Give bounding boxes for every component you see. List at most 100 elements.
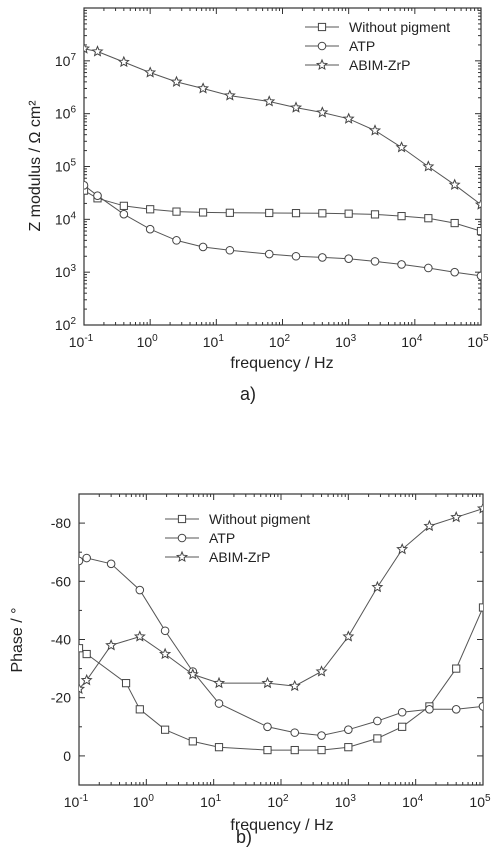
data-point: [423, 519, 436, 532]
data-point: [198, 208, 208, 217]
data-point: [117, 55, 130, 68]
data-point: [370, 257, 380, 266]
data-point: [422, 160, 435, 172]
x-tick-label: 102: [269, 333, 291, 350]
legend-item: ATP: [305, 38, 375, 54]
series-line: [79, 557, 483, 737]
data-point: [342, 112, 355, 124]
data-point: [288, 679, 301, 692]
data-point: [133, 630, 146, 642]
x-tick-labels: 10-1 100 101 102 103 104 105: [64, 793, 491, 810]
data-point: [373, 716, 382, 726]
legend-label: Without pigment: [349, 19, 450, 35]
y-tick-label: -80: [51, 515, 71, 531]
data-point: [84, 181, 89, 190]
data-point: [478, 603, 483, 612]
y-tick-label: 102: [55, 316, 77, 333]
data-point: [144, 66, 157, 78]
data-point: [317, 745, 326, 755]
x-tick-label: 105: [469, 793, 491, 810]
x-tick-label: 101: [203, 333, 225, 350]
x-axis-label: frequency / Hz: [230, 817, 333, 834]
data-point: [450, 510, 463, 523]
data-point: [186, 668, 199, 680]
data-point: [263, 745, 272, 755]
data-point: [344, 725, 353, 735]
legend-marker: [175, 550, 189, 563]
data-point: [172, 207, 181, 216]
data-point: [263, 722, 272, 732]
data-point: [368, 124, 382, 136]
data-point: [159, 647, 172, 660]
data-point: [93, 191, 102, 201]
data-point: [79, 644, 84, 653]
data-point: [396, 543, 409, 555]
y-tick-label: 104: [55, 210, 77, 227]
data-point: [451, 705, 461, 714]
tick-marks: [83, 7, 482, 326]
data-point: [82, 553, 91, 563]
data-point: [476, 271, 481, 281]
plot-frame: [83, 7, 482, 326]
x-tick-label: 104: [401, 333, 423, 350]
series-line: [84, 184, 481, 277]
series-layer: [79, 502, 483, 755]
data-point: [291, 209, 301, 218]
data-point: [135, 585, 145, 595]
y-tick-label: 105: [55, 158, 77, 175]
data-point: [397, 260, 406, 269]
data-point: [424, 214, 433, 223]
data-point: [315, 665, 328, 677]
data-point: [450, 218, 459, 228]
data-point: [344, 209, 353, 218]
x-tick-label: 101: [200, 793, 222, 810]
chart-panel-b: 10-1 100 101 102 103 104 105 0 -20 -40 -60 -80 fre…: [9, 493, 491, 847]
series-line: [79, 607, 483, 751]
data-point: [424, 263, 433, 273]
data-point: [318, 209, 327, 218]
y-tick-label: -60: [51, 573, 71, 589]
data-point: [450, 267, 459, 277]
x-tick-label: 100: [137, 333, 159, 350]
data-point: [290, 745, 299, 755]
data-point: [318, 253, 327, 262]
legend-label: ABIM-ZrP: [209, 549, 270, 565]
panel-label: a): [240, 384, 256, 404]
data-point: [79, 556, 84, 566]
series-abim-zrp: [79, 502, 483, 695]
y-tick-label: -40: [51, 632, 71, 648]
data-point: [371, 580, 384, 593]
data-point: [344, 254, 353, 263]
data-point: [448, 178, 461, 190]
y-tick-label: 0: [63, 748, 71, 764]
data-point: [397, 707, 407, 717]
legend-marker: [315, 58, 329, 71]
legend-label: Without pigment: [209, 511, 310, 527]
data-point: [160, 626, 170, 636]
data-point: [197, 82, 210, 94]
data-point: [106, 559, 116, 569]
y-axis-label: Phase / °: [9, 607, 26, 672]
data-point: [316, 106, 329, 118]
data-point: [264, 249, 274, 259]
series-line: [79, 508, 483, 690]
data-point: [317, 731, 326, 740]
data-point: [290, 101, 303, 113]
x-tick-label: 102: [267, 793, 289, 810]
data-point: [119, 209, 129, 219]
data-point: [370, 210, 380, 219]
y-tick-labels: 102 103 104 105 106 107: [55, 52, 77, 333]
data-point: [342, 630, 355, 642]
legend-marker: [177, 533, 187, 543]
data-point: [397, 212, 406, 221]
data-point: [452, 664, 461, 673]
data-point: [214, 743, 224, 752]
data-point: [198, 242, 208, 252]
legend: Without pigment ATP ABIM-ZrP: [305, 19, 450, 73]
tick-marks: [78, 493, 484, 786]
legend-label: ATP: [209, 530, 235, 546]
series-line: [84, 48, 481, 205]
data-point: [146, 205, 155, 214]
x-tick-label: 10-1: [69, 333, 94, 350]
data-point: [478, 702, 483, 711]
